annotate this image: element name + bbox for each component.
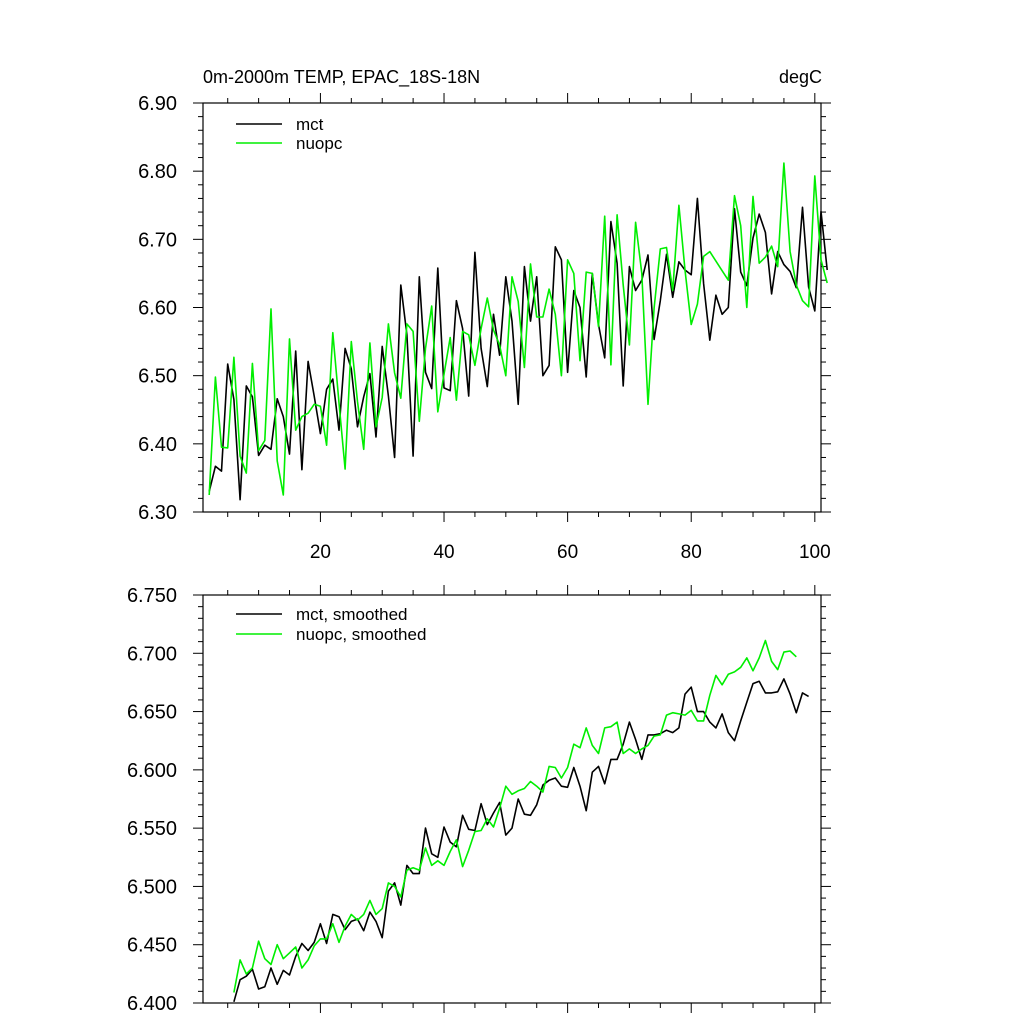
x-tick-label: 80 [681,542,702,563]
top-panel: 6.30 6.40 6.50 6.60 6.70 6.80 6.90 20 40 60 80 100 m… [138,93,831,563]
series-line-nuopc [208,162,828,496]
y-tick-label: 6.600 [127,760,177,782]
series-line-mct-smoothed [233,678,809,1003]
y-tick-label: 6.500 [127,876,177,898]
y-tick-label: 6.70 [138,229,177,251]
y-tick-label: 6.50 [138,366,177,388]
y-tick-label: 6.550 [127,818,177,840]
series-line-nuopc-smoothed [233,639,797,993]
legend-label: mct [296,115,324,134]
chart-title: 0m-2000m TEMP, EPAC_18S-18N [203,67,480,88]
y-tick-label: 6.90 [138,93,177,115]
bottom-panel: 6.400 6.450 6.500 6.550 6.600 6.650 6.700 6.750… [127,585,831,1015]
legend-label: mct, smoothed [296,605,408,624]
y-tick-label: 6.450 [127,935,177,957]
legend-label: nuopc, smoothed [296,625,426,644]
y-tick-label: 6.400 [127,993,177,1015]
y-tick-label: 6.750 [127,585,177,607]
series-line-mct [208,197,828,501]
x-tick-label: 20 [310,542,331,563]
units-label: degC [779,67,822,87]
y-tick-label: 6.80 [138,161,177,183]
x-tick-label: 40 [433,542,454,563]
y-tick-label: 6.30 [138,502,177,524]
y-tick-label: 6.650 [127,702,177,724]
x-tick-label: 100 [799,542,831,563]
x-tick-label: 60 [557,542,578,563]
y-tick-label: 6.700 [127,643,177,665]
y-tick-label: 6.40 [138,434,177,456]
y-tick-label: 6.60 [138,298,177,320]
legend-label: nuopc [296,134,343,153]
plot-frame [202,594,822,1004]
